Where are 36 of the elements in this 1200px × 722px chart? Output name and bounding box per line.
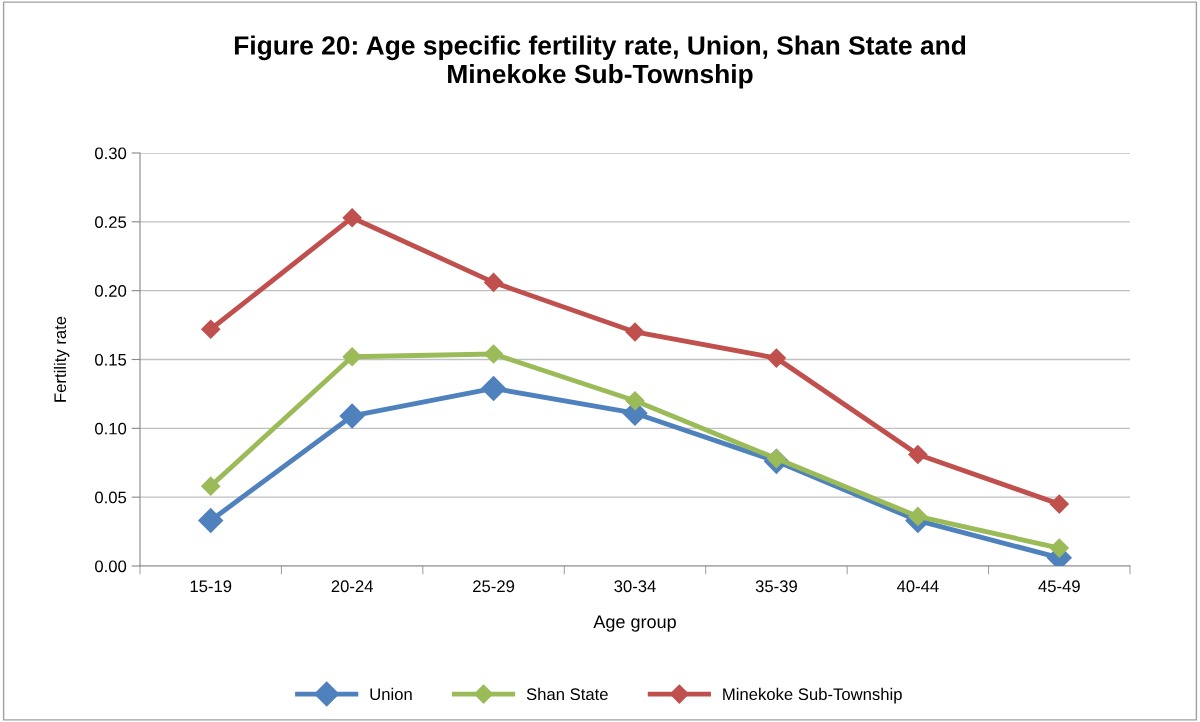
legend-label: Shan State bbox=[526, 687, 608, 701]
y-tick-label: 0.15 bbox=[95, 353, 127, 366]
point bbox=[201, 476, 221, 496]
legend-label: Union bbox=[370, 687, 412, 701]
x-tick-label: 45-49 bbox=[1038, 580, 1080, 593]
point bbox=[484, 272, 504, 292]
y-axis-title: Fertility rate bbox=[53, 316, 70, 402]
point bbox=[484, 344, 504, 364]
y-tick-label: 0.10 bbox=[95, 422, 127, 435]
point bbox=[198, 508, 224, 534]
point bbox=[625, 322, 645, 342]
point bbox=[908, 506, 928, 526]
legend-label: Minekoke Sub-Township bbox=[723, 687, 902, 704]
x-tick-label: 30-34 bbox=[614, 580, 656, 593]
x-tick-label: 35-39 bbox=[755, 580, 797, 593]
x-tick-label: 15-19 bbox=[190, 580, 232, 593]
point bbox=[766, 348, 786, 368]
point bbox=[342, 208, 362, 228]
x-tick-label: 40-44 bbox=[896, 580, 939, 593]
y-tick-label: 0.25 bbox=[95, 216, 127, 229]
x-axis-title: Age group bbox=[593, 615, 676, 632]
point bbox=[625, 391, 645, 411]
y-tick-label: 0.00 bbox=[95, 560, 127, 573]
y-tick-label: 0.05 bbox=[95, 491, 127, 504]
point bbox=[342, 347, 362, 367]
y-tick-label: 0.30 bbox=[95, 147, 127, 160]
x-tick-label: 20-24 bbox=[331, 580, 373, 593]
x-tick-label: 25-29 bbox=[473, 580, 515, 593]
y-tick-label: 0.20 bbox=[95, 285, 127, 297]
point bbox=[339, 403, 365, 429]
point bbox=[1049, 494, 1069, 514]
chart-title: Figure 20: Age specific fertility rate, Union, Shan State and Minekoke Sub-Township bbox=[234, 35, 966, 89]
point bbox=[908, 444, 928, 465]
point bbox=[1049, 538, 1069, 558]
point bbox=[201, 319, 221, 339]
point bbox=[481, 375, 507, 401]
